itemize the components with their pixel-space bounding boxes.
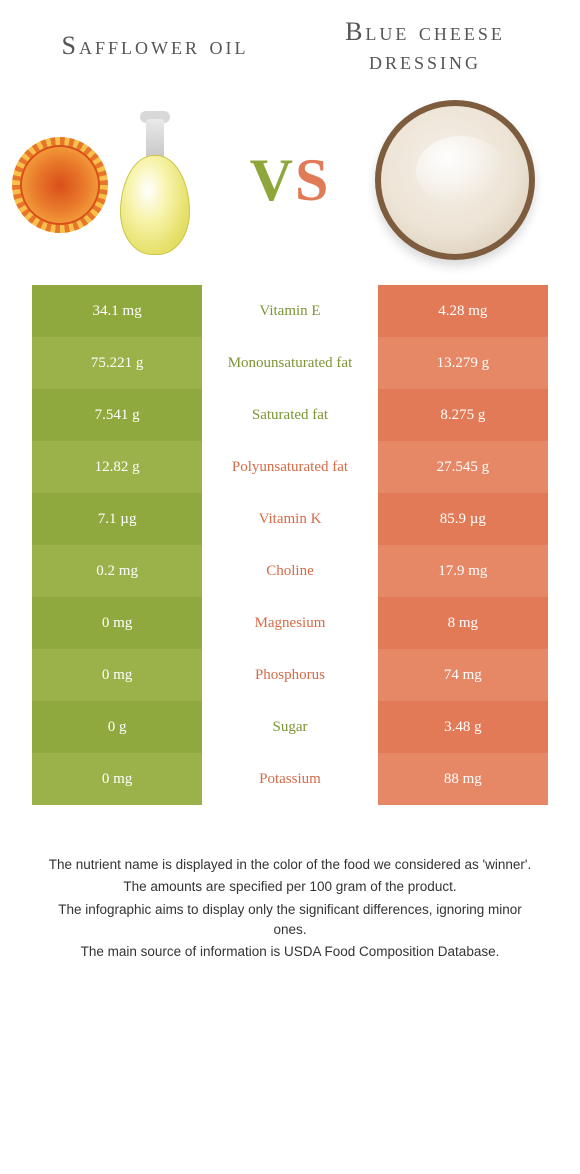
left-value: 75.221 g: [32, 337, 202, 389]
table-row: 0 gSugar3.48 g: [32, 701, 548, 753]
table-row: 0 mgMagnesium8 mg: [32, 597, 548, 649]
right-value: 8 mg: [378, 597, 548, 649]
vs-s: S: [295, 147, 330, 213]
nutrient-label: Monounsaturated fat: [202, 337, 377, 389]
table-row: 7.541 gSaturated fat8.275 g: [32, 389, 548, 441]
table-row: 75.221 gMonounsaturated fat13.279 g: [32, 337, 548, 389]
images-row: VS: [0, 85, 580, 285]
right-value: 27.545 g: [378, 441, 548, 493]
left-value: 7.1 µg: [32, 493, 202, 545]
blue-cheese-image: [370, 95, 540, 265]
nutrient-label: Phosphorus: [202, 649, 377, 701]
left-value: 0 mg: [32, 649, 202, 701]
left-value: 0 mg: [32, 753, 202, 805]
comparison-table: 34.1 mgVitamin E4.28 mg75.221 gMonounsat…: [32, 285, 548, 805]
nutrient-label: Magnesium: [202, 597, 377, 649]
dressing-bowl-icon: [375, 100, 535, 260]
right-value: 85.9 µg: [378, 493, 548, 545]
header: Safflower oil Blue cheese dressing: [0, 0, 580, 85]
nutrient-label: Polyunsaturated fat: [202, 441, 377, 493]
left-value: 7.541 g: [32, 389, 202, 441]
left-value: 12.82 g: [32, 441, 202, 493]
vs-v: V: [250, 147, 295, 213]
footer-line: The main source of information is USDA F…: [40, 942, 540, 962]
oil-bottle-icon: [120, 115, 190, 215]
right-value: 3.48 g: [378, 701, 548, 753]
table-row: 0.2 mgCholine17.9 mg: [32, 545, 548, 597]
nutrient-label: Vitamin K: [202, 493, 377, 545]
safflower-oil-image: [40, 95, 210, 265]
table-row: 12.82 gPolyunsaturated fat27.545 g: [32, 441, 548, 493]
nutrient-label: Vitamin E: [202, 285, 377, 337]
table-row: 7.1 µgVitamin K85.9 µg: [32, 493, 548, 545]
left-value: 0.2 mg: [32, 545, 202, 597]
left-value: 0 g: [32, 701, 202, 753]
safflower-flower-icon: [20, 145, 100, 225]
right-value: 17.9 mg: [378, 545, 548, 597]
vs-label: VS: [250, 146, 331, 215]
table-row: 0 mgPotassium88 mg: [32, 753, 548, 805]
left-value: 34.1 mg: [32, 285, 202, 337]
left-value: 0 mg: [32, 597, 202, 649]
title-left: Safflower oil: [34, 32, 277, 61]
footer-line: The amounts are specified per 100 gram o…: [40, 877, 540, 897]
footer-line: The nutrient name is displayed in the co…: [40, 855, 540, 875]
footer-notes: The nutrient name is displayed in the co…: [40, 855, 540, 962]
right-value: 8.275 g: [378, 389, 548, 441]
table-row: 0 mgPhosphorus74 mg: [32, 649, 548, 701]
nutrient-label: Potassium: [202, 753, 377, 805]
right-value: 74 mg: [378, 649, 548, 701]
right-value: 4.28 mg: [378, 285, 548, 337]
title-right: Blue cheese dressing: [304, 18, 547, 75]
footer-line: The infographic aims to display only the…: [40, 900, 540, 941]
nutrient-label: Sugar: [202, 701, 377, 753]
right-value: 13.279 g: [378, 337, 548, 389]
right-value: 88 mg: [378, 753, 548, 805]
table-row: 34.1 mgVitamin E4.28 mg: [32, 285, 548, 337]
nutrient-label: Choline: [202, 545, 377, 597]
nutrient-label: Saturated fat: [202, 389, 377, 441]
